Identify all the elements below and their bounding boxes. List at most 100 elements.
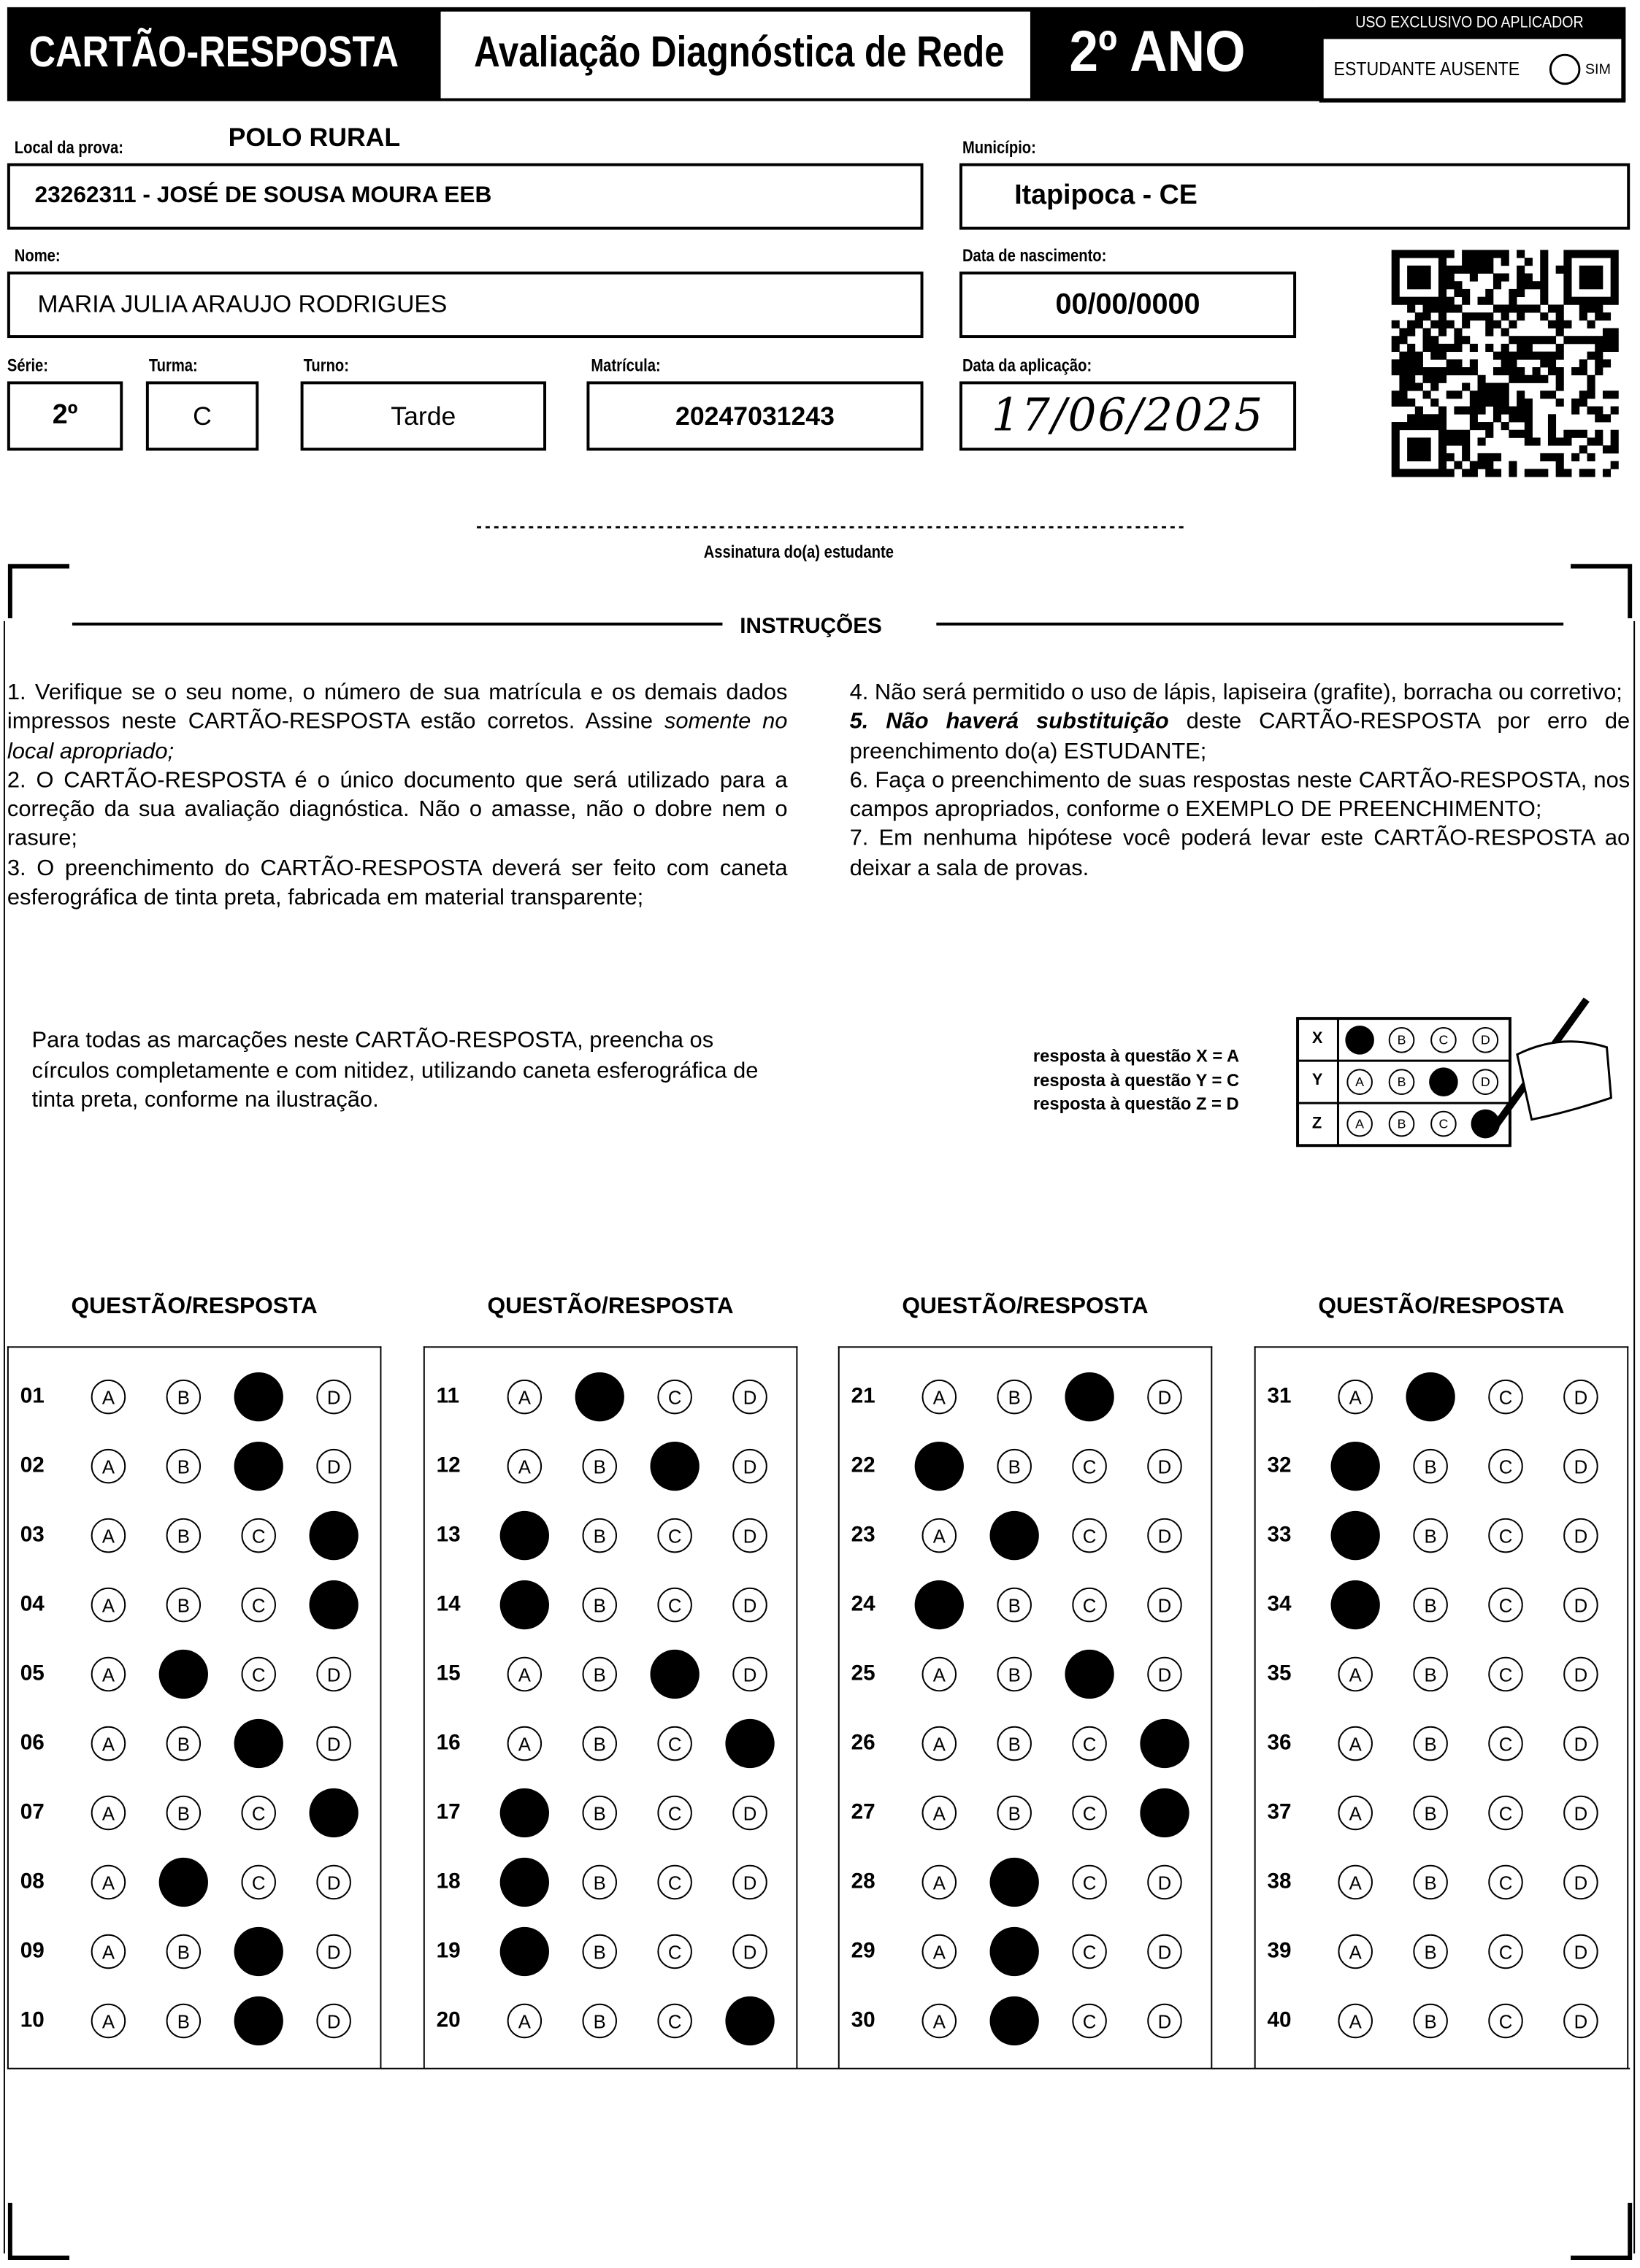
filled-bubble [1330,1441,1380,1491]
qr-module [1547,437,1557,446]
qr-module [1407,367,1416,376]
qr-module [1509,367,1517,376]
subtitle-box [440,11,1030,99]
qr-module [1446,429,1455,438]
qr-module [1563,265,1572,274]
qr-module [1477,265,1486,274]
qr-module [1414,359,1423,368]
qr-module [1485,265,1494,274]
qr-module [1595,273,1603,282]
qr-module [1469,461,1478,469]
qr-module [1610,328,1619,337]
question-number: 05 [20,1661,45,1686]
answer-bubble: C [1072,1864,1107,1900]
qr-module [1555,367,1564,376]
qr-module [1509,359,1517,368]
answer-bubble: D [1147,2003,1182,2039]
qr-module [1462,367,1471,376]
qr-module [1391,469,1400,477]
qr-module [1438,367,1447,376]
qr-module [1595,250,1603,258]
qr-module [1454,265,1463,274]
qr-module [1524,258,1533,266]
qr-module [1532,281,1541,290]
qr-module [1414,469,1423,477]
registration: 20247031243 [675,401,835,430]
qr-module [1407,374,1416,383]
answer-bubble: D [1147,1587,1182,1623]
qr-module [1563,296,1572,305]
qr-module [1587,296,1595,305]
qr-module [1509,336,1517,345]
example-text: Para todas as marcações neste CARTÃO-RES… [32,1027,759,1116]
qr-module [1579,250,1587,258]
qr-module [1469,273,1478,282]
field-label: Turma: [148,355,198,376]
qr-module [1524,281,1533,290]
qr-module [1469,398,1478,407]
answer-bubble: D [1147,1934,1182,1969]
qr-module [1462,265,1471,274]
answer-bubble: B [582,1518,617,1553]
qr-module [1462,320,1471,328]
answer-bubble: B [582,2003,617,2039]
qr-module [1509,320,1517,328]
shift-box: Tarde [300,381,547,451]
qr-module [1493,351,1502,360]
qr-module [1532,437,1541,446]
qr-module [1462,250,1471,258]
question-number: 34 [1267,1591,1292,1617]
qr-module [1414,383,1423,391]
filled-bubble [499,1788,549,1838]
legend-line: resposta à questão Y = C [1032,1069,1240,1091]
absent-bubble [1549,53,1581,85]
answer-bubble: D [1563,1726,1598,1761]
qr-module [1430,367,1439,376]
question-number: 15 [436,1661,461,1686]
qr-module [1469,422,1478,431]
qr-module [1587,383,1595,391]
qr-module [1391,258,1400,266]
answer-bubble: B [582,1448,617,1484]
qr-module [1438,445,1447,454]
qr-module [1595,312,1603,321]
qr-module [1540,312,1549,321]
legend-line: resposta à questão Z = D [1032,1093,1239,1114]
answer-bubble: D [732,1587,767,1623]
qr-module [1524,398,1533,407]
qr-module [1414,281,1423,290]
qr-module [1446,367,1455,376]
qr-module [1517,351,1525,360]
qr-module [1587,351,1595,360]
qr-module [1430,414,1439,423]
qr-module [1532,469,1541,477]
answer-bubble: D [732,1934,767,1969]
qr-module [1391,437,1400,446]
qr-module [1414,273,1423,282]
answer-bubble: B [582,1934,617,1969]
qr-module [1517,273,1525,282]
answer-bubble: D [1563,1379,1598,1415]
qr-module [1422,343,1431,353]
answer-bubble: B [166,1379,202,1415]
answer-bubble: C [1488,1795,1523,1831]
qr-module [1469,343,1478,353]
filled-bubble [499,1857,549,1907]
qr-module [1454,367,1463,376]
qr-module [1469,391,1478,399]
qr-module [1399,351,1408,360]
qr-module [1462,296,1471,305]
question-number: 25 [851,1661,875,1686]
answer-bubble: D [1563,1518,1598,1553]
answer-bubble: C [1488,2003,1523,2039]
instruction: 2. O CARTÃO-RESPOSTA é o único documento… [7,767,788,855]
qr-module [1477,422,1486,431]
answer-bubble: C [657,1587,692,1623]
answer-bubble: A [1338,2003,1373,2039]
qr-module [1446,273,1455,282]
qr-module [1469,250,1478,258]
answer-bubble: C [657,1864,692,1900]
example-bubble: B [1388,1026,1415,1053]
example-filled [1345,1025,1374,1054]
qr-module [1454,281,1463,290]
